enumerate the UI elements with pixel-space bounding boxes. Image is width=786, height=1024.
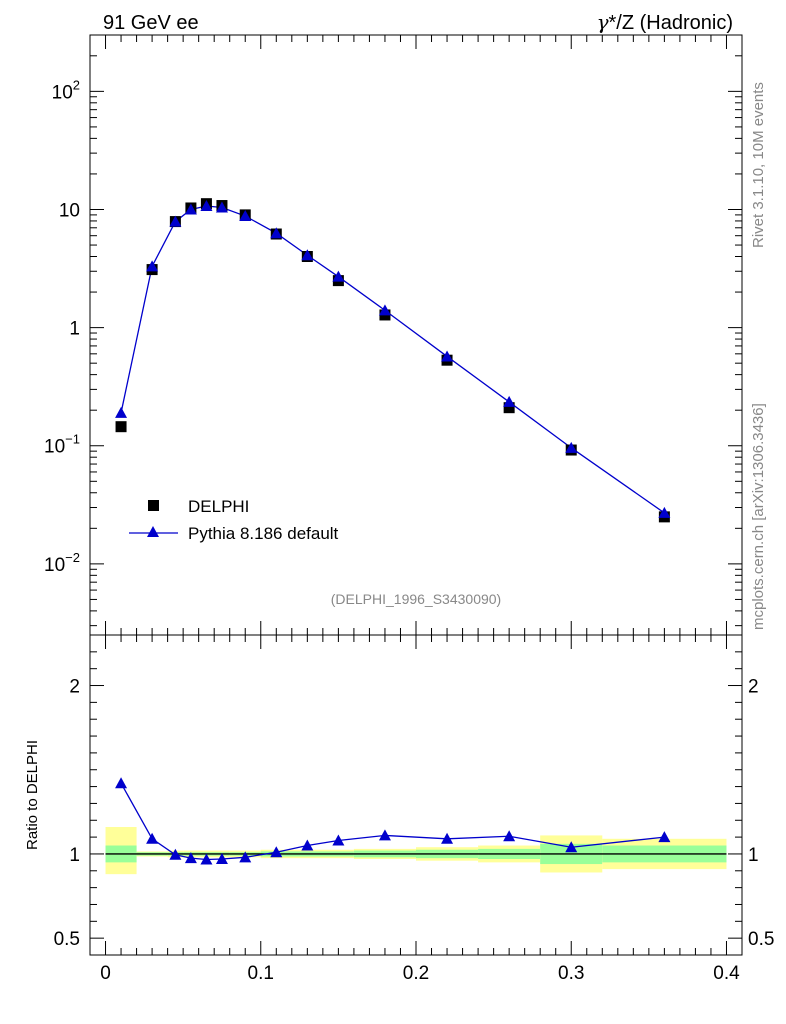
ratio-ylabel: Ratio to DELPHI: [24, 740, 41, 850]
mc-point: [301, 249, 314, 261]
ratio-point: [200, 853, 213, 865]
mc-point: [200, 200, 213, 212]
ratio-ytick-label-right: 1: [748, 845, 759, 866]
mc-point: [378, 304, 391, 316]
ratio-ytick-label: 2: [69, 677, 80, 698]
ratio-point: [184, 852, 197, 864]
mc-point: [270, 227, 283, 239]
analysis-tag: (DELPHI_1996_S3430090): [331, 591, 501, 607]
ratio-point: [146, 832, 159, 844]
ratio-point: [215, 853, 228, 864]
gamma-symbol: γ: [597, 10, 609, 34]
legend-data-label: DELPHI: [188, 497, 249, 516]
mc-point: [215, 201, 228, 213]
ratio-point: [169, 848, 182, 860]
ratio-xtick-label: 0.3: [558, 963, 584, 984]
main-series: [115, 198, 671, 523]
ratio-xtick-label: 0.2: [403, 963, 429, 984]
mc-point: [184, 203, 197, 215]
mcplots-label: mcplots.cern.ch [arXiv:1306.3436]: [750, 403, 767, 630]
ratio-point: [270, 846, 283, 858]
ratio-point: [301, 839, 314, 851]
data-point: [503, 402, 515, 414]
main-ytick-label: 10−2: [44, 550, 80, 576]
plot-title-right: γ*/Z (Hadronic): [597, 10, 733, 34]
legend-data-marker: [148, 500, 159, 511]
rivet-label: Rivet 3.1.10, 10M events: [750, 82, 767, 248]
main-ticks: 10−2 10−1 1 10 102: [44, 34, 742, 635]
main-frame: [89, 34, 743, 636]
mc-point: [503, 395, 516, 407]
mc-point: [169, 215, 182, 227]
mc-point: [239, 210, 252, 222]
ratio-bands: [105, 827, 727, 875]
plot-title-left: 91 GeV ee: [103, 12, 199, 34]
ratio-point: [239, 851, 252, 863]
main-panel: 10−2 10−1 1 10 102 (DELPHI_1996_S3430090) DE…: [44, 34, 743, 636]
ratio-ytick-label-right: 0.5: [748, 929, 774, 950]
legend: DELPHI Pythia 8.186 default: [129, 497, 339, 543]
mc-point: [115, 406, 128, 418]
legend-mc-marker: [147, 526, 159, 537]
ratio-frame: [89, 634, 743, 956]
mc-point: [146, 260, 159, 272]
mc-line: [120, 205, 665, 514]
process-label: */Z (Hadronic): [609, 12, 733, 34]
ratio-xtick-label: 0.4: [713, 963, 740, 984]
ratio-point: [378, 829, 391, 841]
main-ytick-label: 10: [59, 200, 80, 221]
mc-point: [565, 441, 578, 453]
legend-mc-label: Pythia 8.186 default: [188, 524, 339, 543]
ratio-xtick-label: 0.1: [248, 963, 274, 984]
ratio-xtick-label: 0: [100, 963, 111, 984]
ratio-series: [115, 777, 671, 865]
mc-point: [441, 350, 454, 362]
ratio-point: [658, 831, 671, 843]
ratio-point: [503, 830, 516, 842]
mc-point: [332, 270, 345, 282]
ratio-panel: 0 0.1 0.2 0.3 0.4 0.5 0.5 1 1 2 2 Ratio to DELPHI: [24, 634, 774, 984]
ratio-point: [565, 841, 578, 853]
ratio-ytick-label-right: 2: [748, 677, 759, 698]
main-ytick-label: 102: [52, 77, 80, 103]
main-ytick-label: 10−1: [44, 432, 80, 458]
ratio-ytick-label: 1: [69, 845, 80, 866]
data-point: [115, 421, 127, 433]
ratio-point: [332, 834, 345, 846]
main-ytick-label: 1: [69, 319, 80, 340]
ratio-point: [441, 832, 454, 844]
ratio-ticks: 0 0.1 0.2 0.3 0.4 0.5 0.5 1 1 2 2: [54, 634, 774, 984]
ratio-point: [115, 777, 128, 789]
ratio-ytick-label: 0.5: [54, 929, 80, 950]
mc-point: [658, 506, 671, 518]
